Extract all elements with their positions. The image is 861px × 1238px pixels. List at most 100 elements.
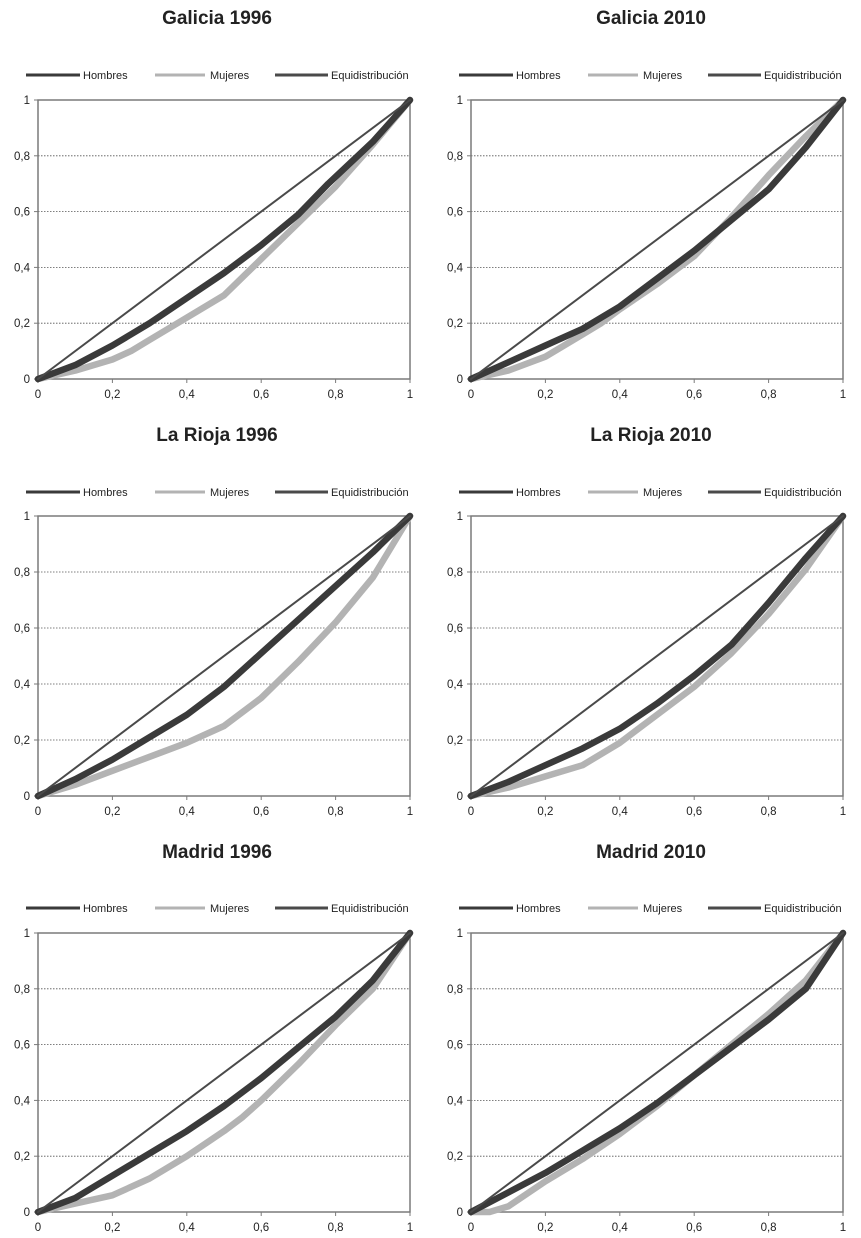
y-tick-label: 0,2 — [447, 735, 463, 747]
chart-panel: Madrid 1996 Hombres Mujeres Equidistribució… — [14, 842, 414, 1234]
y-tick-label: 0,2 — [14, 1151, 30, 1163]
x-tick-label: 0,8 — [761, 389, 777, 401]
plot-frame — [470, 515, 844, 797]
chart-panel: Galicia 2010 Hombres Mujeres Equidistribuci… — [447, 8, 847, 401]
chart-title: Galicia 2010 — [596, 8, 706, 29]
y-tick-label: 0,4 — [447, 1095, 464, 1107]
equidistribucion-line — [37, 99, 411, 380]
legend-label: Equidistribución — [331, 487, 409, 499]
x-tick-label: 0,8 — [328, 389, 344, 401]
chart-title: Madrid 1996 — [162, 842, 272, 863]
x-tick-label: 1 — [407, 389, 413, 401]
y-tick-label: 0,8 — [447, 984, 463, 996]
mujeres-line — [34, 512, 414, 800]
x-tick-label: 0,2 — [537, 389, 553, 401]
y-tick-label: 1 — [24, 511, 30, 523]
x-tick-label: 0,4 — [612, 806, 629, 818]
plot-frame — [37, 932, 411, 1213]
legend-label: Hombres — [83, 70, 128, 82]
plot-frame — [37, 515, 411, 797]
x-tick-label: 0,2 — [104, 389, 120, 401]
chart-panel: La Rioja 1996 Hombres Mujeres Equidistribuc… — [14, 425, 414, 818]
y-tick-label: 0,8 — [14, 567, 30, 579]
y-tick-label: 0,2 — [447, 1151, 463, 1163]
y-tick-label: 0,4 — [447, 262, 464, 274]
chart-title: Galicia 1996 — [162, 8, 272, 29]
legend-label: Mujeres — [643, 70, 683, 82]
x-tick-label: 0,2 — [537, 806, 553, 818]
chart-panel: La Rioja 2010 Hombres Mujeres Equidistribuc… — [447, 425, 847, 818]
y-tick-label: 1 — [24, 95, 30, 107]
y-tick-label: 0,2 — [14, 735, 30, 747]
legend-label: Equidistribución — [764, 903, 842, 915]
y-tick-label: 0,8 — [447, 151, 463, 163]
legend-label: Equidistribución — [331, 903, 409, 915]
y-tick-label: 0,6 — [14, 623, 30, 635]
x-tick-label: 0,4 — [612, 1222, 629, 1234]
x-tick-label: 0 — [35, 806, 41, 818]
legend-label: Mujeres — [210, 487, 250, 499]
y-tick-label: 0,6 — [447, 207, 463, 219]
x-tick-label: 1 — [840, 806, 846, 818]
y-tick-label: 0,6 — [14, 1040, 30, 1052]
hombres-line — [34, 929, 414, 1216]
y-tick-label: 0 — [24, 1207, 30, 1219]
chart-title: La Rioja 2010 — [590, 425, 711, 446]
hombres-line — [34, 512, 414, 800]
legend-label: Hombres — [83, 487, 128, 499]
x-tick-label: 0 — [468, 389, 474, 401]
x-tick-label: 0,4 — [179, 389, 196, 401]
x-tick-label: 0,8 — [761, 1222, 777, 1234]
x-tick-label: 0,4 — [179, 806, 196, 818]
x-tick-label: 0,2 — [537, 1222, 553, 1234]
y-tick-label: 0,2 — [14, 318, 30, 330]
y-tick-label: 0,6 — [14, 207, 30, 219]
y-tick-label: 0,2 — [447, 318, 463, 330]
x-tick-label: 0,8 — [328, 1222, 344, 1234]
x-tick-label: 0,2 — [104, 1222, 120, 1234]
legend-label: Mujeres — [210, 70, 250, 82]
chart-panel: Galicia 1996 Hombres Mujeres Equidistribuci… — [14, 8, 414, 401]
x-tick-label: 0,6 — [686, 806, 702, 818]
x-tick-label: 0,6 — [253, 806, 269, 818]
equidistribucion-line — [37, 932, 411, 1213]
x-tick-label: 0,8 — [328, 806, 344, 818]
y-tick-label: 0,8 — [447, 567, 463, 579]
y-tick-label: 0,6 — [447, 1040, 463, 1052]
legend-label: Mujeres — [210, 903, 250, 915]
equidistribucion-line — [470, 99, 844, 380]
plot-frame — [470, 99, 844, 380]
y-tick-label: 0,4 — [14, 262, 31, 274]
x-tick-label: 0,2 — [104, 806, 120, 818]
y-tick-label: 1 — [457, 928, 463, 940]
y-tick-label: 0,8 — [14, 151, 30, 163]
chart-title: Madrid 2010 — [596, 842, 706, 863]
chart-panel: Madrid 2010 Hombres Mujeres Equidistribució… — [447, 842, 847, 1234]
y-tick-label: 0,8 — [14, 984, 30, 996]
hombres-line — [467, 512, 847, 800]
legend-label: Hombres — [516, 487, 561, 499]
mujeres-line — [467, 929, 847, 1216]
x-tick-label: 0,6 — [686, 389, 702, 401]
legend-label: Mujeres — [643, 903, 683, 915]
y-tick-label: 0,4 — [447, 679, 464, 691]
y-tick-label: 0 — [24, 374, 30, 386]
plot-frame — [470, 932, 844, 1213]
x-tick-label: 0,6 — [253, 1222, 269, 1234]
x-tick-label: 0 — [35, 389, 41, 401]
x-tick-label: 0 — [468, 806, 474, 818]
x-tick-label: 1 — [407, 1222, 413, 1234]
x-tick-label: 0 — [35, 1222, 41, 1234]
x-tick-label: 0,6 — [686, 1222, 702, 1234]
x-tick-label: 0 — [468, 1222, 474, 1234]
x-tick-label: 1 — [407, 806, 413, 818]
x-tick-label: 0,6 — [253, 389, 269, 401]
x-tick-label: 0,4 — [612, 389, 629, 401]
legend-label: Hombres — [83, 903, 128, 915]
x-tick-label: 1 — [840, 389, 846, 401]
hombres-line — [467, 929, 847, 1216]
legend-label: Hombres — [516, 903, 561, 915]
y-tick-label: 0 — [24, 791, 30, 803]
y-tick-label: 0 — [457, 791, 463, 803]
y-tick-label: 0,4 — [14, 1095, 31, 1107]
